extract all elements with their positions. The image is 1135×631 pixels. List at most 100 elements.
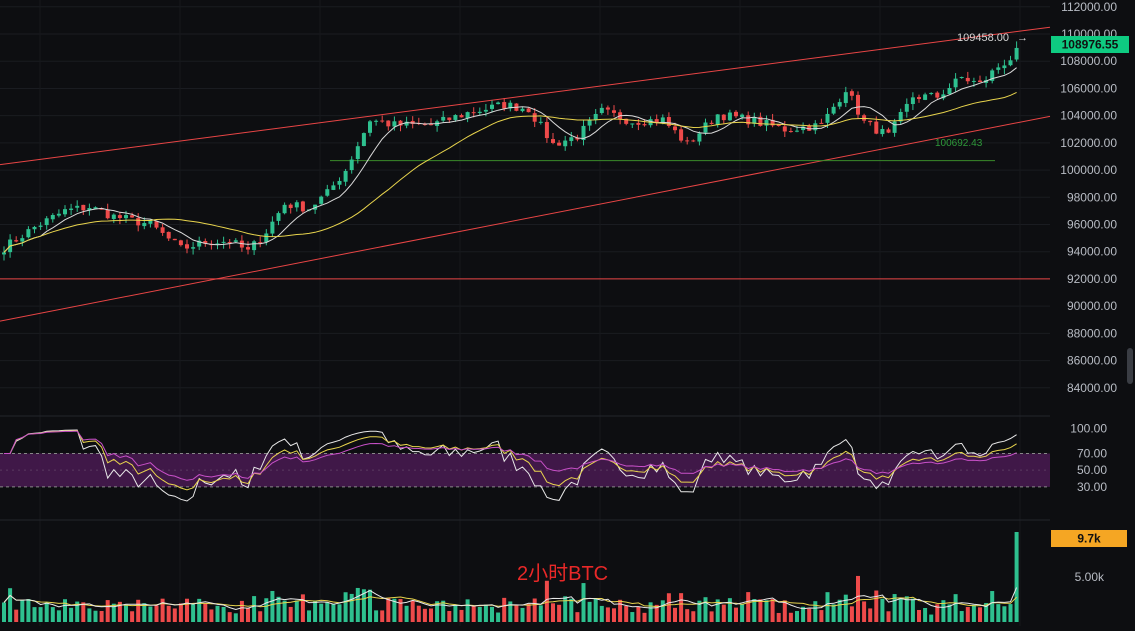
rsi-tick-label: 70.00 [1077,446,1107,460]
volume-bar [380,610,385,622]
volume-bar [557,604,562,622]
volume-bar [990,591,995,622]
candle-body [801,126,806,131]
candle-body [947,87,952,95]
volume-bar [44,602,49,622]
scroll-handle[interactable] [1127,348,1133,384]
volume-ma-line [3,587,1018,611]
candle-body [953,78,958,88]
candle-body [654,119,659,123]
last-price-value: 108976.55 [1062,38,1119,52]
candle-body [868,120,873,123]
candle-body [825,113,830,123]
volume-bar [520,607,525,622]
volume-bar [624,605,629,622]
volume-bar [1008,604,1013,622]
volume-bar [319,603,324,622]
candle-body [160,227,165,233]
high-marker-arrow: → [1017,32,1028,44]
candle-body [471,112,476,114]
volume-bar [691,611,696,622]
volume-bar [612,608,616,622]
high-marker: 109458.00 → [957,32,1028,44]
volume-bar [392,598,397,622]
volume-bar [2,602,6,622]
volume-bar [398,599,403,622]
volume-bar [709,611,714,622]
volume-bar [14,609,19,622]
volume-bar [69,607,74,622]
chart-caption: 2小时BTC [517,562,608,585]
volume-bar [87,608,92,622]
candle-body [1008,60,1013,66]
rsi-panel [0,429,1050,502]
candle-body [191,247,196,249]
volume-bar [959,611,964,622]
volume-bar [374,610,379,622]
upper-trend-line [0,26,1051,166]
candle-body [819,122,824,124]
volume-bar [142,603,147,622]
volume-bar [538,605,543,622]
volume-bar [532,598,537,622]
volume-bar [862,601,867,622]
candle-body [538,121,543,123]
candle-body [898,112,903,122]
volume-bar [50,607,55,622]
volume-bar [502,597,507,622]
volume-bar [685,609,690,622]
volume-bar [776,612,781,622]
volume-bar [837,599,842,622]
candle-body [368,121,372,133]
candle-body [50,215,55,220]
volume-bar [105,600,110,622]
volume-panel [2,532,1019,622]
volume-bar [892,594,897,622]
price-tick-label: 88000.00 [1067,326,1117,340]
candle-body [221,241,226,243]
volume-bar [721,604,726,622]
volume-bar [734,607,738,622]
volume-bar [843,594,848,622]
candle-body [276,213,281,221]
volume-bar [795,611,799,622]
candle-body [813,123,818,131]
candle-body [666,117,671,126]
volume-bar [971,604,976,622]
volume-bar [587,601,592,622]
volume-bar [349,593,354,622]
volume-bar [947,604,952,622]
candle-body [349,159,354,171]
candle-body [923,94,928,100]
rsi-tick-label: 30.00 [1077,480,1107,494]
candle-body [581,125,586,141]
volume-bar [227,612,232,622]
candle-body [117,215,122,219]
volume-bar [239,600,244,622]
volume-bar [868,608,873,622]
candle-body [56,213,61,216]
volume-bar [93,610,98,622]
volume-bar [642,612,647,622]
volume-bar [386,598,391,622]
volume-bar [563,596,568,622]
volume-bar [294,600,299,622]
candle-body [203,240,208,244]
volume-bar [270,590,275,622]
volume-bar [630,612,635,622]
volume-bar [715,599,720,622]
candle-body [453,115,458,120]
volume-bar [1014,532,1019,622]
candle-body [343,170,348,182]
volume-bar [325,602,330,622]
volume-bar [941,600,946,622]
volume-bar [258,611,263,622]
candle-body [81,204,86,211]
volume-bar [282,600,287,622]
volume-tag-bg [1051,530,1127,547]
volume-bar [32,607,37,622]
candle-body [1002,65,1007,69]
candle-body [612,110,616,113]
